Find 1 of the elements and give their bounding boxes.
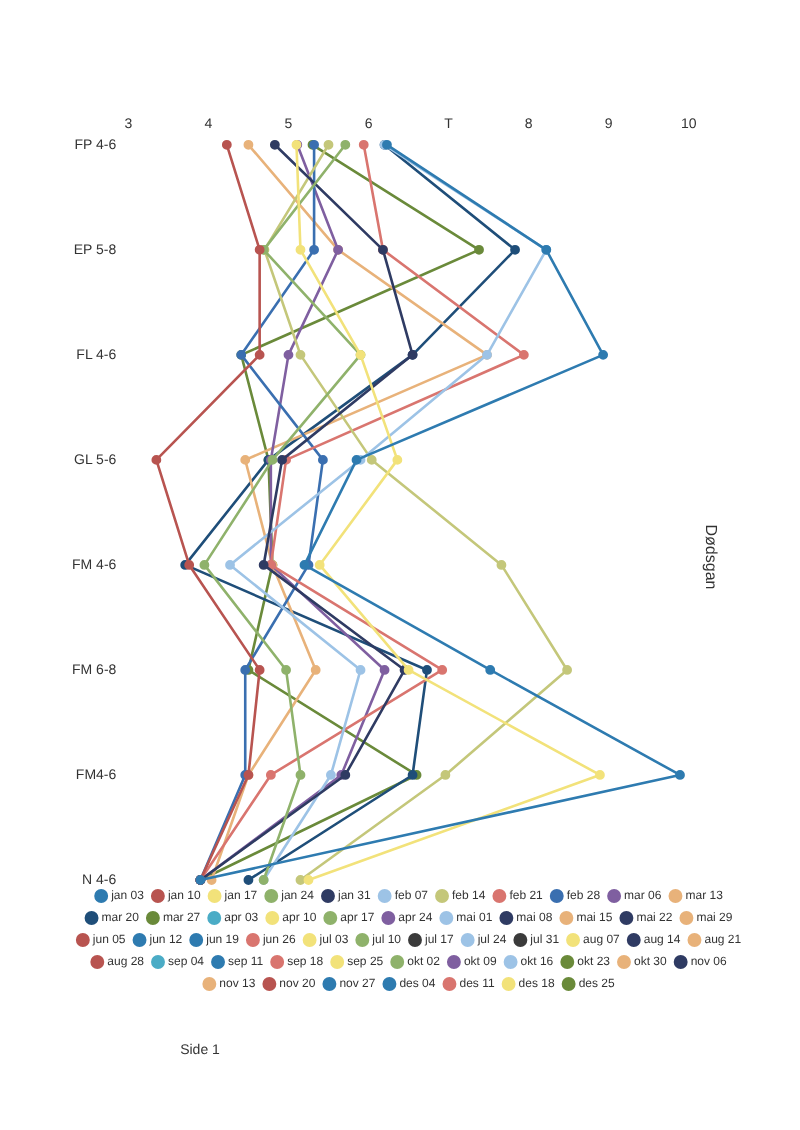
text: Dødsgan <box>701 524 720 590</box>
